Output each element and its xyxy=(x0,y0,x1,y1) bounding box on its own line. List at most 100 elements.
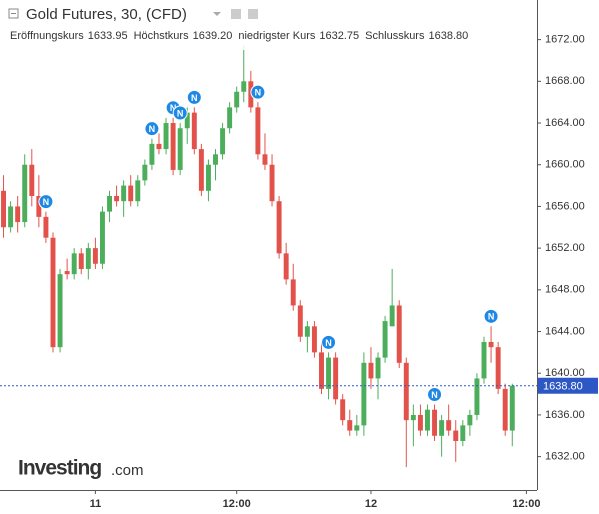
candle-body xyxy=(488,341,494,348)
candle-body xyxy=(57,274,63,348)
candle-body xyxy=(368,362,374,379)
news-badge-label: N xyxy=(170,103,177,113)
candle-body xyxy=(234,91,240,108)
news-badge xyxy=(250,84,266,100)
candle-body xyxy=(177,128,183,170)
candle-body xyxy=(375,357,381,379)
candle-body xyxy=(269,164,275,202)
candle-body xyxy=(135,180,141,202)
y-tick-label: 1644.00 xyxy=(545,325,585,337)
y-tick-label: 1660.00 xyxy=(545,159,585,171)
candle-body xyxy=(311,326,317,353)
candle-body xyxy=(382,321,388,358)
plot-area xyxy=(1,44,515,468)
collapse-icon[interactable] xyxy=(8,8,19,19)
y-tick-label: 1656.00 xyxy=(545,200,585,212)
stat-value: 1633.95 xyxy=(88,30,128,42)
stat-label: Schlusskurs xyxy=(365,30,425,42)
candle-body xyxy=(432,409,438,436)
news-marker[interactable]: N xyxy=(250,84,266,100)
candle-body xyxy=(29,164,35,196)
candle-body xyxy=(403,362,409,421)
settings-icon[interactable] xyxy=(248,9,258,19)
candle-body xyxy=(276,201,282,254)
candle-body xyxy=(15,206,21,223)
candle-body xyxy=(64,271,70,275)
candle-body xyxy=(474,378,480,415)
news-badge xyxy=(427,387,443,403)
y-tick-label: 1632.00 xyxy=(545,451,585,463)
header-backdrop xyxy=(6,4,296,50)
candle-body xyxy=(170,123,176,170)
news-marker[interactable]: N xyxy=(144,121,160,137)
y-tick-label: 1668.00 xyxy=(545,75,585,87)
stat-value: 1638.80 xyxy=(428,30,468,42)
news-badge xyxy=(38,194,54,210)
candle-body xyxy=(502,388,508,431)
news-badge-label: N xyxy=(191,93,198,103)
candle-body xyxy=(396,305,402,363)
candle-body xyxy=(156,143,162,150)
candle-body xyxy=(389,305,395,327)
y-tick-label: 1648.00 xyxy=(545,284,585,296)
news-badge xyxy=(172,105,188,121)
news-marker[interactable]: N xyxy=(38,194,54,210)
candle-body xyxy=(205,164,211,191)
candle-body xyxy=(99,211,105,264)
candle-body xyxy=(128,185,134,202)
candle-body xyxy=(8,206,14,228)
candle-body xyxy=(509,385,515,431)
candle-body xyxy=(107,196,112,212)
candle-body xyxy=(121,185,127,202)
candle-body xyxy=(43,216,49,238)
candle-body xyxy=(262,154,268,165)
candle-body xyxy=(347,420,353,431)
candle-body xyxy=(50,237,56,348)
candle-body xyxy=(453,430,459,441)
candle-body xyxy=(92,248,98,264)
candle-body xyxy=(446,420,452,431)
news-marker[interactable]: N xyxy=(321,334,337,350)
candle-body xyxy=(191,112,197,150)
candle-body xyxy=(439,420,445,436)
dropdown-icon[interactable] xyxy=(213,12,221,16)
news-badge xyxy=(144,121,160,137)
candle-body xyxy=(36,196,42,217)
candle-body xyxy=(255,107,261,155)
candle-body xyxy=(149,143,155,165)
y-tick-label: 1636.00 xyxy=(545,409,585,421)
ohlc-stats: Eröffnungskurs 1633.95 Höchstkurs 1639.20 ni… xyxy=(10,30,468,42)
candle-body xyxy=(78,253,84,269)
y-tick-label: 1672.00 xyxy=(545,34,585,46)
news-marker[interactable]: N xyxy=(483,308,499,324)
settings-icon[interactable] xyxy=(231,9,241,19)
x-tick-label: 12:00 xyxy=(512,498,540,510)
candle-body xyxy=(114,196,120,202)
news-badge xyxy=(483,308,499,324)
news-badge-label: N xyxy=(488,312,495,322)
candle-body xyxy=(467,414,473,426)
stat-value: 1632.75 xyxy=(319,30,359,42)
news-badge-label: N xyxy=(325,338,332,348)
logo-brand: Investing xyxy=(18,457,101,480)
candle-body xyxy=(198,149,204,191)
candle-body xyxy=(481,341,487,379)
candle-body xyxy=(361,362,367,426)
chart-title: Gold Futures, 30, (CFD) xyxy=(26,6,187,23)
candle-body xyxy=(241,81,247,92)
stat-label: niedrigster Kurs xyxy=(238,30,316,42)
candle-body xyxy=(290,279,296,306)
candle-body xyxy=(85,248,91,269)
logo-suffix: .com xyxy=(111,462,144,479)
last-price-box xyxy=(538,377,598,394)
candle-body xyxy=(410,414,416,421)
candle-body xyxy=(1,190,7,228)
candle-body xyxy=(71,253,77,275)
news-badge xyxy=(186,89,202,105)
stat-value: 1639.20 xyxy=(193,30,233,42)
news-marker[interactable]: N xyxy=(186,89,202,105)
news-marker[interactable]: N xyxy=(172,105,188,121)
candle-body xyxy=(495,347,501,389)
news-marker[interactable]: N xyxy=(427,387,443,403)
